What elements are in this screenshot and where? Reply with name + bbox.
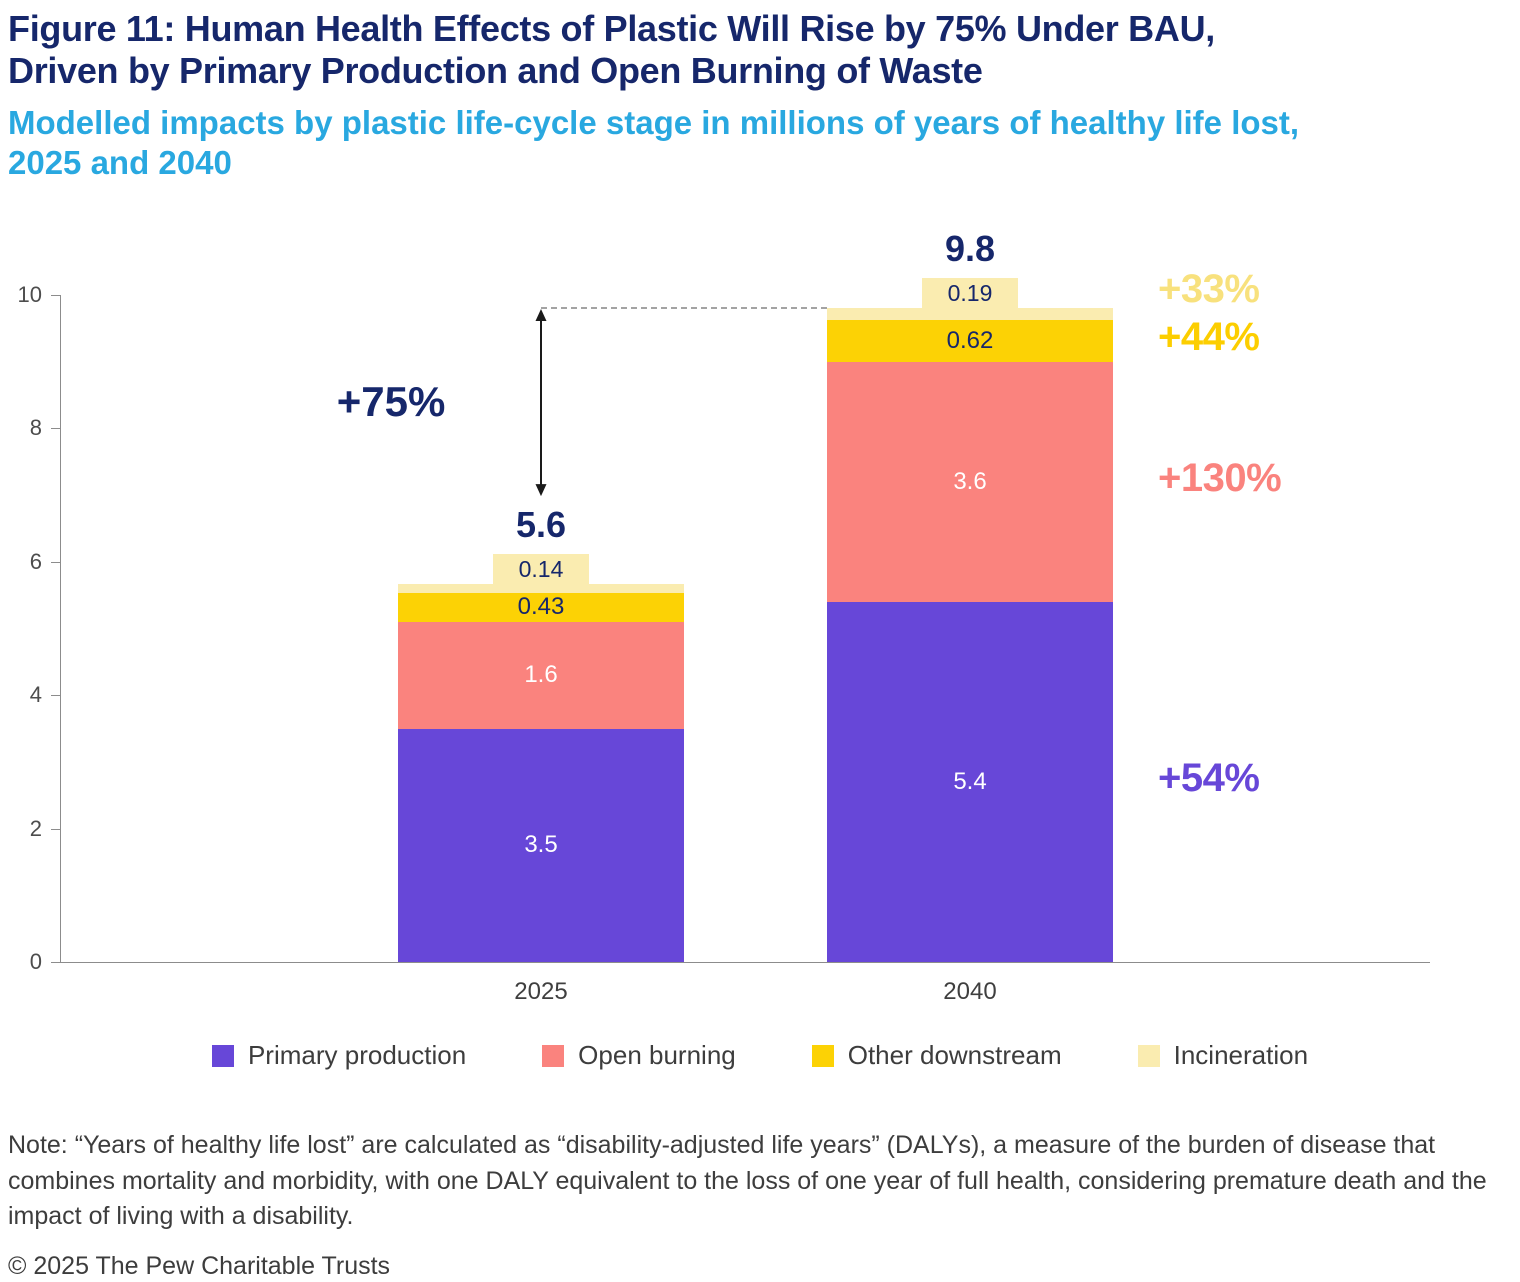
legend-item-other-downstream: Other downstream: [811, 1040, 1062, 1071]
bar-value-label: 5.4: [953, 767, 987, 795]
bar-segment-other-downstream: [398, 593, 684, 622]
x-axis-line: [60, 962, 1430, 963]
bar-segment-incineration: [398, 583, 684, 594]
y-axis-line: [60, 295, 61, 962]
y-tick-label: 0: [29, 949, 42, 974]
figure-subtitle-line1: Modelled impacts by plastic life-cycle s…: [8, 103, 1300, 141]
bar-label-tab-incineration: [922, 277, 1018, 308]
bar-value-label: 0.43: [517, 593, 565, 621]
bar-value-label: 0.14: [518, 555, 564, 582]
copyright: © 2025 The Pew Charitable Trusts: [8, 1252, 391, 1280]
y-tick-label: 10: [17, 282, 42, 307]
dashed-connector: [541, 306, 827, 309]
legend-swatch-icon: [542, 1044, 565, 1067]
pct-change-label-incineration: +33%: [1158, 266, 1260, 311]
figure-subtitle-line2: 2025 and 2040: [8, 143, 232, 181]
y-tick-label: 4: [29, 682, 42, 708]
bar-segment-other-downstream: [827, 320, 1113, 362]
figure-header: Figure 11: Human Health Effects of Plast…: [8, 8, 1510, 182]
bar-value-label: 3.6: [953, 467, 987, 495]
pct-change-label-other-downstream: +44%: [1158, 315, 1260, 360]
bar-value-label: 0.62: [946, 327, 994, 355]
legend-label: Open burning: [578, 1040, 736, 1070]
legend-swatch-icon: [811, 1044, 834, 1067]
y-tick-mark: [51, 828, 60, 830]
figure-note: Note: “Years of healthy life lost” are c…: [8, 1131, 1487, 1230]
legend-item-primary-production: Primary production: [211, 1040, 467, 1071]
bar-total-label: 9.8: [944, 227, 996, 269]
y-tick-mark: [51, 428, 60, 430]
figure-title-line1: Figure 11: Human Health Effects of Plast…: [8, 8, 1215, 49]
pct-change-label-primary-production: +54%: [1158, 755, 1260, 800]
figure-subtitle: Modelled impacts by plastic life-cycle s…: [8, 103, 1510, 182]
chart: 0 2 4 6 8 10 3.5 1.6 0.43 0.14 5.6 2025 5.4 3.6 0.62 0.…: [0, 227, 1520, 1030]
y-tick-mark: [51, 295, 60, 296]
x-tick-label: 2025: [514, 978, 568, 1005]
legend-label: Primary production: [247, 1040, 467, 1070]
bar-total-label: 5.6: [515, 503, 567, 545]
bar-segment-primary-production: [827, 601, 1113, 962]
change-arrow: [535, 308, 547, 496]
pct-change-label-open-burning: +130%: [1158, 455, 1282, 500]
y-tick-label: 6: [29, 548, 42, 574]
bar-label-tab-incineration: [493, 553, 589, 584]
bar-segment-open-burning: [398, 621, 684, 729]
legend-label: Incineration: [1173, 1040, 1309, 1070]
bar-segment-open-burning: [827, 361, 1113, 602]
bar-segment-incineration: [827, 307, 1113, 321]
y-tick-label: 2: [29, 815, 42, 841]
bar-value-label: 3.5: [524, 831, 558, 859]
legend-item-incineration: Incineration: [1137, 1040, 1309, 1071]
y-tick-mark: [51, 962, 60, 963]
figure-title: Figure 11: Human Health Effects of Plast…: [8, 8, 1510, 93]
bar-segment-primary-production: [398, 728, 684, 962]
legend: Primary production Open burning Other down…: [0, 1040, 1520, 1071]
legend-swatch-icon: [1137, 1044, 1160, 1067]
bar-value-label: 1.6: [524, 661, 558, 689]
y-tick-mark: [51, 561, 60, 563]
y-tick-label: 8: [29, 415, 42, 441]
y-tick-mark: [51, 695, 60, 697]
figure-title-line2: Driven by Primary Production and Open Bu…: [8, 50, 983, 92]
x-tick-label: 2040: [943, 978, 997, 1005]
legend-swatch-icon: [211, 1044, 234, 1067]
legend-item-open-burning: Open burning: [542, 1040, 736, 1071]
bar-value-label: 0.19: [947, 279, 993, 306]
legend-label: Other downstream: [847, 1040, 1062, 1070]
total-change-label: +75%: [336, 378, 446, 426]
